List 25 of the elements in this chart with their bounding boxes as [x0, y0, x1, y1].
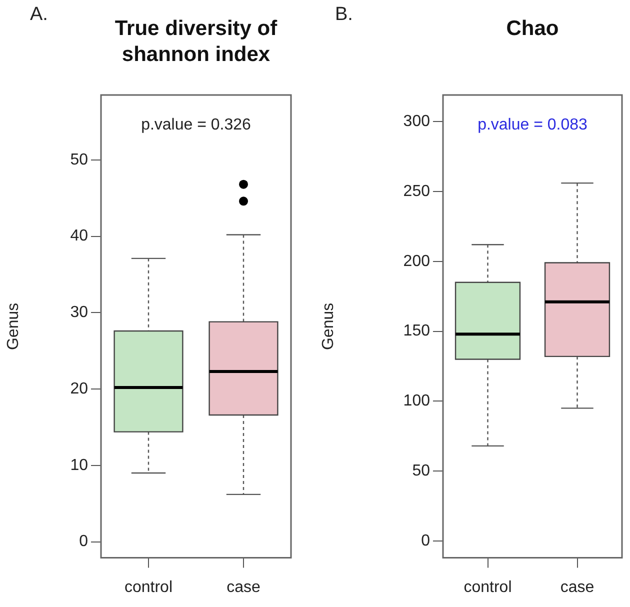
y-tick-label: 50 [70, 151, 88, 168]
y-tick-label: 100 [403, 392, 430, 410]
text: B. [335, 4, 353, 26]
x-tick-label: control [464, 578, 512, 596]
y-axis-title: Genus [320, 302, 338, 350]
y-axis-title: Genus [5, 302, 22, 350]
y-tick-label: 300 [403, 112, 430, 130]
y-tick-label: 150 [403, 322, 430, 340]
x-tick-label: control [124, 578, 173, 596]
y-tick-label: 50 [412, 462, 430, 480]
x-tick-label: case [226, 578, 260, 596]
annotation: p.value = 0.083 [478, 116, 588, 134]
chart-title: Chao [505, 16, 560, 42]
y-tick-label: 250 [403, 182, 430, 200]
y-tick-label: 20 [70, 380, 88, 398]
y-tick-label: 30 [70, 304, 88, 322]
y-tick-label: 0 [421, 532, 430, 550]
chart-title: True diversity of shannon index [114, 16, 278, 68]
y-tick-label: 0 [79, 533, 88, 550]
y-tick-label: 200 [403, 252, 430, 270]
y-tick-label: 10 [70, 456, 88, 474]
x-tick-label: case [560, 578, 594, 596]
y-tick-label: 40 [70, 228, 88, 245]
text: A. [30, 4, 48, 26]
annotation: p.value = 0.326 [141, 116, 252, 134]
